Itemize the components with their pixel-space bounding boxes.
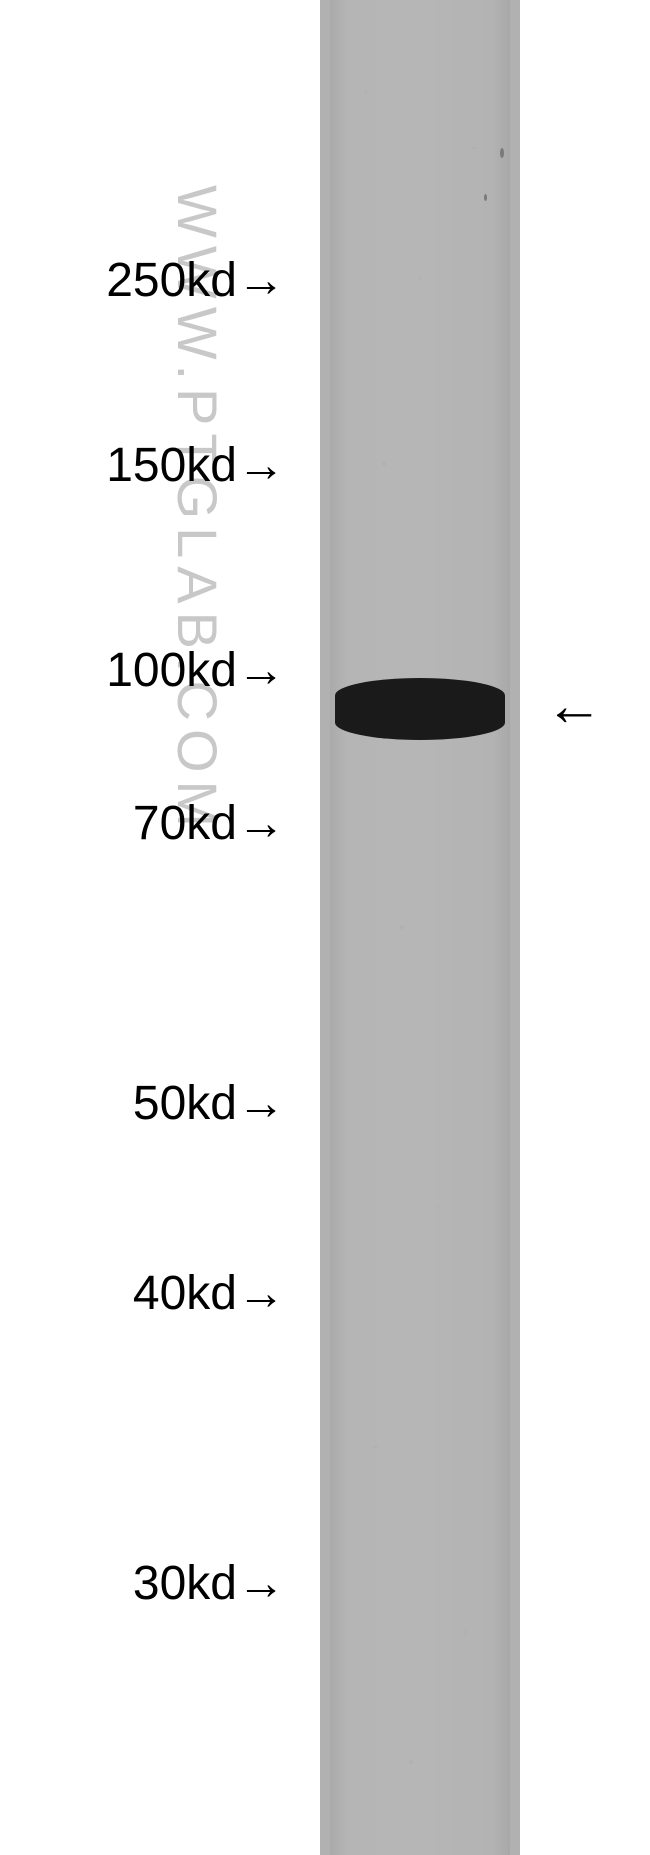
- protein-band: [335, 678, 505, 740]
- marker-50kd: 50kd→: [133, 1080, 285, 1128]
- arrow-right-icon: →: [237, 800, 285, 848]
- marker-150kd: 150kd→: [106, 442, 285, 490]
- marker-label-text: 30kd: [133, 1557, 237, 1610]
- blot-lane: [320, 0, 520, 1855]
- arrow-right-icon: →: [237, 1270, 285, 1318]
- lane-noise: [330, 0, 510, 1855]
- arrow-right-icon: →: [237, 257, 285, 305]
- marker-label-text: 70kd: [133, 797, 237, 850]
- marker-label-text: 150kd: [106, 439, 237, 492]
- lane-artifact: [484, 194, 487, 201]
- marker-250kd: 250kd→: [106, 257, 285, 305]
- marker-label-text: 250kd: [106, 254, 237, 307]
- arrow-right-icon: →: [237, 647, 285, 695]
- marker-label-text: 50kd: [133, 1077, 237, 1130]
- marker-30kd: 30kd→: [133, 1560, 285, 1608]
- band-indicator-arrow: ←: [545, 677, 603, 735]
- marker-label-text: 40kd: [133, 1267, 237, 1320]
- arrow-right-icon: →: [237, 1080, 285, 1128]
- arrow-left-icon: ←: [545, 673, 603, 738]
- arrow-right-icon: →: [237, 442, 285, 490]
- marker-label-text: 100kd: [106, 644, 237, 697]
- lane-background: [330, 0, 510, 1855]
- lane-artifact: [500, 148, 504, 158]
- marker-100kd: 100kd→: [106, 647, 285, 695]
- arrow-right-icon: →: [237, 1560, 285, 1608]
- marker-40kd: 40kd→: [133, 1270, 285, 1318]
- blot-container: WWW.PTGLAB.COM 250kd→ 150kd→ 100kd→ 70kd…: [0, 0, 650, 1855]
- marker-70kd: 70kd→: [133, 800, 285, 848]
